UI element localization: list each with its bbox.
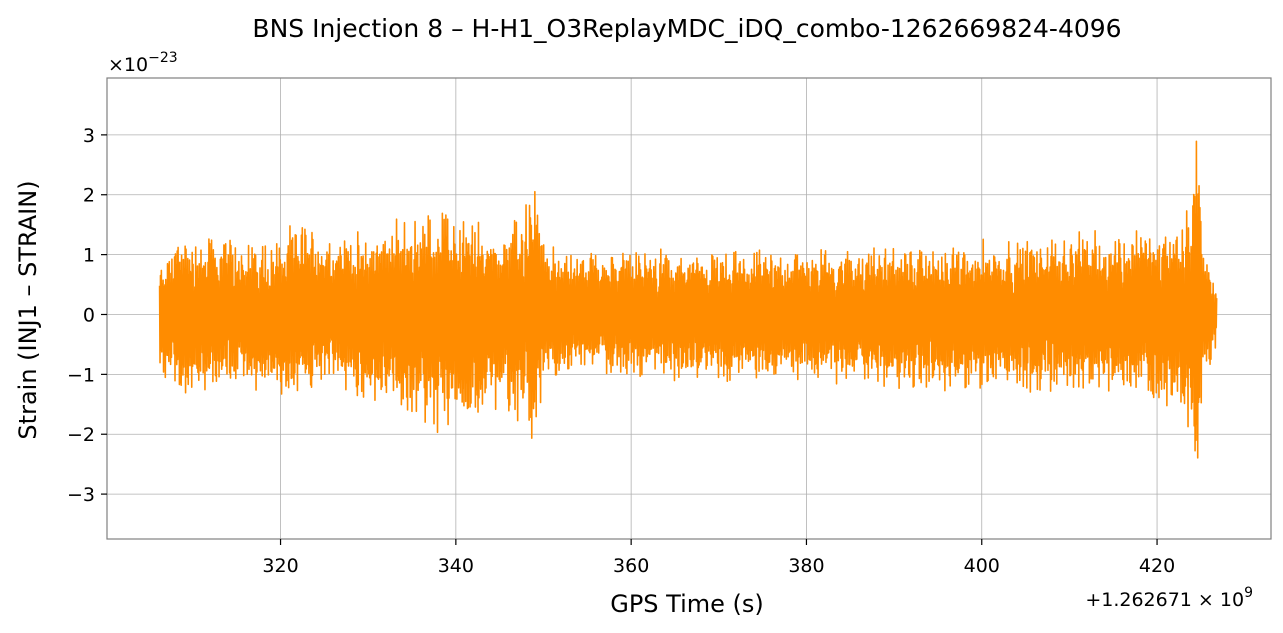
y-scale-base: ×10 — [108, 54, 148, 76]
strain-series — [158, 140, 1218, 459]
x-axis-label: GPS Time (s) — [610, 590, 764, 618]
x-offset-exponent: 9 — [1244, 585, 1253, 601]
y-scale-label: ×10−23 — [108, 50, 178, 76]
y-tick-label: −3 — [67, 484, 95, 506]
y-axis-label: Strain (INJ1 – STRAIN) — [14, 180, 42, 439]
x-axis: 320 340 360 380 400 420 — [262, 539, 1175, 577]
y-tick-label: −2 — [67, 424, 95, 446]
x-tick-label: 320 — [262, 555, 298, 577]
x-tick-label: 340 — [438, 555, 474, 577]
y-tick-label: 1 — [83, 245, 95, 267]
y-tick-label: −1 — [67, 364, 95, 386]
x-offset-label: +1.262671 × 109 — [1085, 585, 1253, 611]
y-tick-label: 2 — [83, 185, 95, 207]
chart-title: BNS Injection 8 – H-H1_O3ReplayMDC_iDQ_c… — [252, 14, 1121, 43]
x-tick-label: 400 — [964, 555, 1000, 577]
y-tick-label: 3 — [83, 125, 95, 147]
y-scale-exponent: −23 — [148, 50, 178, 66]
y-axis: −3 −2 −1 0 1 2 3 — [67, 125, 107, 506]
y-tick-label: 0 — [83, 304, 95, 326]
x-offset-base: +1.262671 × 10 — [1085, 589, 1244, 611]
strain-line — [158, 140, 1218, 459]
x-tick-label: 380 — [788, 555, 824, 577]
x-tick-label: 420 — [1139, 555, 1175, 577]
x-tick-label: 360 — [613, 555, 649, 577]
plot-frame — [106, 77, 1272, 540]
